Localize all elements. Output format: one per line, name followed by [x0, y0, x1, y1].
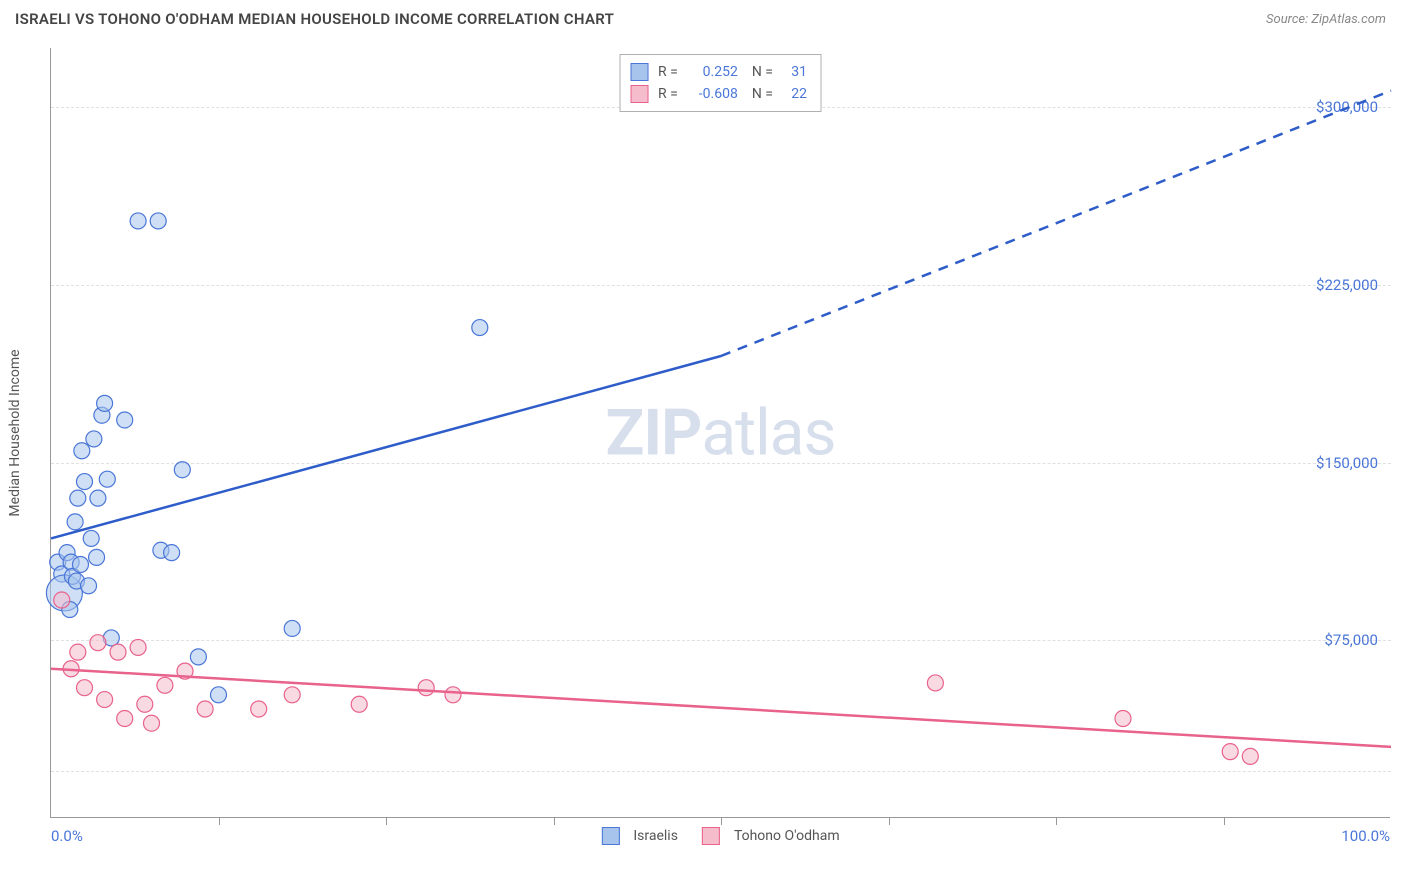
data-point	[81, 578, 97, 594]
legend-r-value: 0.252	[682, 61, 738, 83]
x-tick	[1224, 817, 1225, 825]
data-point	[190, 649, 206, 665]
data-point	[97, 395, 113, 411]
data-point	[137, 696, 153, 712]
regression-line	[51, 356, 721, 538]
legend-r-label: R =	[658, 61, 678, 83]
legend-n-label: N =	[752, 83, 773, 105]
data-point	[1115, 710, 1131, 726]
data-point	[117, 710, 133, 726]
correlation-legend: R =0.252 N =31 R =-0.608 N =22	[619, 54, 822, 112]
data-point	[70, 644, 86, 660]
data-point	[77, 680, 93, 696]
data-point	[99, 471, 115, 487]
series-legend-item: Israelis	[601, 827, 678, 845]
data-point	[70, 490, 86, 506]
legend-swatch	[601, 827, 619, 845]
data-point	[86, 431, 102, 447]
scatter-plot-svg	[51, 48, 1391, 818]
data-point	[74, 443, 90, 459]
data-point	[150, 213, 166, 229]
data-point	[72, 556, 88, 572]
x-tick	[889, 817, 890, 825]
legend-n-label: N =	[752, 61, 773, 83]
plot-area: $75,000$150,000$225,000$300,000 Median H…	[50, 48, 1390, 818]
x-axis-min-label: 0.0%	[51, 827, 83, 845]
series-legend-item: Tohono O'odham	[702, 827, 840, 845]
x-axis-max-label: 100.0%	[1341, 827, 1390, 845]
series-legend: Israelis Tohono O'odham	[601, 827, 839, 845]
data-point	[54, 592, 70, 608]
data-point	[445, 687, 461, 703]
y-axis-label: Median Household Income	[7, 349, 23, 516]
data-point	[83, 530, 99, 546]
data-point	[110, 644, 126, 660]
x-tick	[1056, 817, 1057, 825]
data-point	[130, 213, 146, 229]
data-point	[1242, 748, 1258, 764]
data-point	[284, 687, 300, 703]
x-tick	[386, 817, 387, 825]
data-point	[472, 320, 488, 336]
legend-row: R =0.252 N =31	[630, 61, 807, 83]
series-name: Israelis	[633, 828, 678, 844]
x-tick	[219, 817, 220, 825]
chart-container: $75,000$150,000$225,000$300,000 Median H…	[50, 48, 1390, 818]
data-point	[77, 474, 93, 490]
data-point	[174, 462, 190, 478]
data-point	[157, 677, 173, 693]
data-point	[418, 680, 434, 696]
data-point	[284, 620, 300, 636]
series-name: Tohono O'odham	[734, 828, 840, 844]
chart-title: ISRAELI VS TOHONO O'ODHAM MEDIAN HOUSEHO…	[15, 10, 614, 28]
legend-r-label: R =	[658, 83, 678, 105]
data-point	[144, 715, 160, 731]
data-point	[351, 696, 367, 712]
legend-row: R =-0.608 N =22	[630, 83, 807, 105]
data-point	[1222, 744, 1238, 760]
data-point	[97, 692, 113, 708]
data-point	[197, 701, 213, 717]
data-point	[89, 549, 105, 565]
data-point	[927, 675, 943, 691]
data-point	[117, 412, 133, 428]
legend-n-value: 31	[777, 61, 807, 83]
legend-r-value: -0.608	[682, 83, 738, 105]
data-point	[251, 701, 267, 717]
legend-swatch	[630, 85, 648, 103]
x-tick	[721, 817, 722, 825]
source-attribution: Source: ZipAtlas.com	[1266, 12, 1386, 27]
data-point	[164, 545, 180, 561]
data-point	[211, 687, 227, 703]
regression-line-extrapolated	[721, 91, 1391, 356]
data-point	[67, 514, 83, 530]
x-tick	[554, 817, 555, 825]
data-point	[130, 639, 146, 655]
legend-swatch	[630, 63, 648, 81]
data-point	[90, 635, 106, 651]
legend-n-value: 22	[777, 83, 807, 105]
legend-swatch	[702, 827, 720, 845]
data-point	[90, 490, 106, 506]
